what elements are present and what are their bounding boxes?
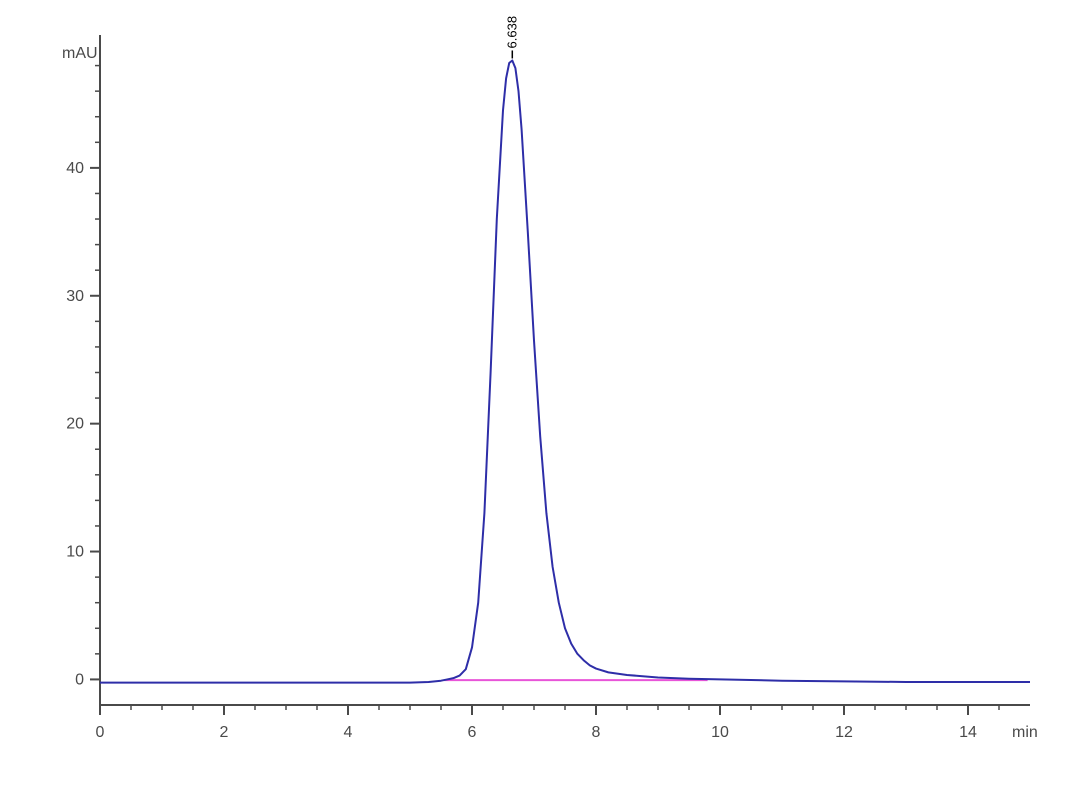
x-tick-label: 6	[468, 724, 477, 741]
x-tick-label: 8	[592, 724, 601, 741]
y-tick-label: 0	[75, 671, 84, 688]
x-tick-label: 14	[959, 724, 977, 741]
y-tick-label: 10	[66, 544, 84, 561]
chart-svg: mAU min 0 10 20 30 40 0 2 4 6 8 10 12 14 6.638	[20, 10, 1060, 770]
y-tick-label: 40	[66, 160, 84, 177]
chromatogram-chart: mAU min 0 10 20 30 40 0 2 4 6 8 10 12 14 6.638	[20, 10, 1060, 770]
x-tick-label: 10	[711, 724, 729, 741]
peak-label: 6.638	[504, 16, 519, 49]
x-tick-label: 0	[96, 724, 105, 741]
y-axis-label: mAU	[62, 45, 98, 62]
y-tick-label: 20	[66, 416, 84, 433]
x-tick-label: 4	[344, 724, 353, 741]
chromatogram-trace	[100, 60, 1030, 682]
x-axis-label: min	[1012, 724, 1038, 741]
y-tick-label: 30	[66, 288, 84, 305]
x-tick-label: 2	[220, 724, 229, 741]
x-tick-label: 12	[835, 724, 853, 741]
